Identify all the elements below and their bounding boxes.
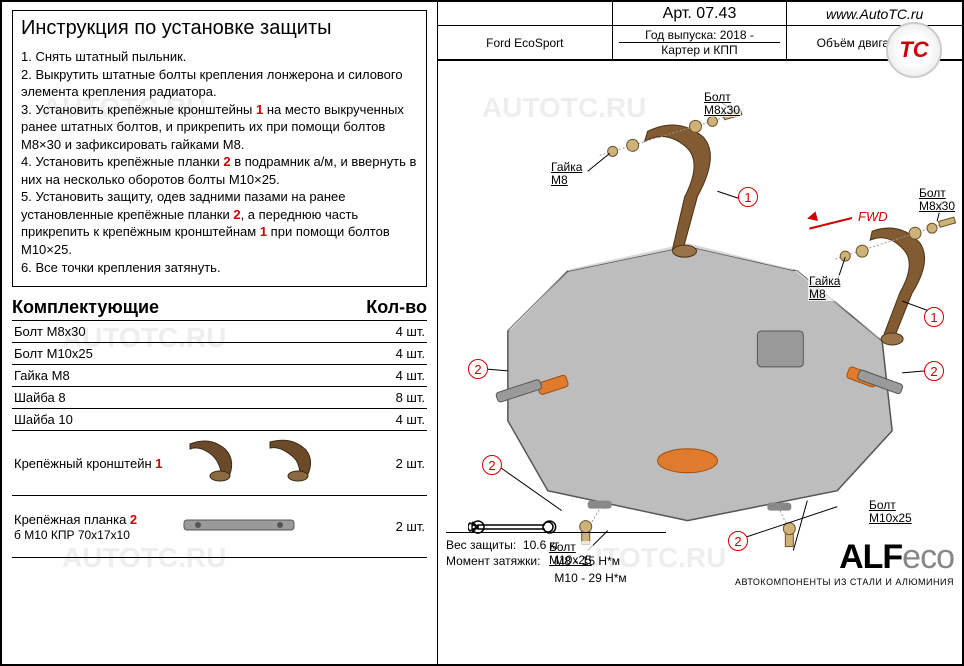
hdr-article: Арт. 07.43: [613, 2, 788, 26]
components-qty-title: Кол-во: [366, 297, 427, 318]
component-name: Болт М10х25: [12, 343, 178, 365]
plank-icon: [180, 515, 300, 535]
left-column: Инструкция по установке защиты 1. Снять …: [2, 2, 437, 664]
marker-2a: 2: [468, 359, 488, 379]
component-qty: 4 шт.: [357, 343, 427, 365]
hdr-blank: [438, 2, 613, 26]
instruction-step: 6. Все точки крепления затянуть.: [21, 259, 418, 277]
component-name: Гайка М8: [12, 365, 178, 387]
component-qty: 4 шт.: [357, 409, 427, 431]
components-title: Комплектующие: [12, 297, 159, 318]
hdr-year: Год выпуска: 2018 -: [619, 28, 781, 42]
torque-label: Момент затяжки:: [446, 553, 540, 587]
component-row: Болт М8х30 4 шт.: [12, 321, 427, 343]
header-grid: Арт. 07.43 www.AutoTC.ru Ford EcoSport Г…: [438, 2, 962, 61]
fwd-arrow: FWD: [858, 209, 888, 224]
plank-sub: б М10 КПР 70х17х10: [14, 528, 130, 542]
hdr-protect: Картер и КПП: [619, 42, 781, 57]
instructions-title: Инструкция по установке защиты: [21, 17, 418, 40]
lbl-text: ГайкаМ8: [551, 160, 582, 187]
label-nut-m8-b: ГайкаМ8: [808, 275, 841, 301]
instruction-step: 4. Установить крепёжные планки 2 в подра…: [21, 153, 418, 188]
label-nut-m8-a: ГайкаМ8: [550, 161, 583, 187]
component-qty: 4 шт.: [357, 321, 427, 343]
instructions-box: Инструкция по установке защиты 1. Снять …: [12, 10, 427, 287]
component-row: Болт М10х25 4 шт.: [12, 343, 427, 365]
plank-row: Крепёжная планка 2 б М10 КПР 70х17х10 2 …: [12, 496, 427, 558]
lbl-text: БолтМ10х25: [869, 498, 912, 525]
diagram-area: БолтМ8х30 БолтМ8х30 ГайкаМ8 ГайкаМ8 Болт…: [438, 61, 962, 591]
left-bracket: [600, 109, 742, 257]
components-header: Комплектующие Кол-во: [12, 297, 427, 321]
component-qty: 4 шт.: [357, 365, 427, 387]
footer-info: Вес защиты: 10.6 кг Момент затяжки: М8 -…: [446, 532, 666, 587]
marker-1a: 1: [738, 187, 758, 207]
label-bolt-m10-b: БолтМ10х25: [868, 499, 913, 525]
marker-2c: 2: [482, 455, 502, 475]
marker-1b: 1: [924, 307, 944, 327]
instruction-step: 5. Установить защиту, одев задними пазам…: [21, 188, 418, 258]
brand-sub: АВТОКОМПОНЕНТЫ ИЗ СТАЛИ И АЛЮМИНИЯ: [735, 577, 954, 587]
hdr-site: www.AutoTC.ru: [787, 2, 962, 26]
marker-2b: 2: [924, 361, 944, 381]
lbl-text: БолтМ8х30: [704, 90, 740, 117]
component-row: Шайба 8 8 шт.: [12, 387, 427, 409]
plank-qty: 2 шт.: [357, 496, 427, 558]
weight-label: Вес защиты:: [446, 538, 516, 552]
instruction-step: 2. Выкрутить штатные болты крепления лон…: [21, 66, 418, 101]
label-bolt-m8x30-a: БолтМ8х30: [703, 91, 741, 117]
lbl-text: ГайкаМ8: [809, 274, 840, 301]
footer-right: Вес защиты: 10.6 кг Момент затяжки: М8 -…: [446, 532, 954, 587]
bracket-qty: 2 шт.: [357, 431, 427, 496]
plank-num: 2: [130, 512, 137, 527]
component-name: Шайба 8: [12, 387, 178, 409]
page: AUTOTC.RU AUTOTC.RU AUTOTC.RU AUTOTC.RU …: [0, 0, 964, 666]
brand-eco: eco: [902, 538, 954, 576]
plank-name: Крепёжная планка: [14, 512, 130, 527]
brand-main: ALF: [839, 538, 902, 576]
instructions-list: 1. Снять штатный пыльник.2. Выкрутить шт…: [21, 48, 418, 276]
bracket-name-cell: Крепёжный кронштейн 1: [12, 431, 178, 496]
component-row: Гайка М8 4 шт.: [12, 365, 427, 387]
bracket-image-cell: [178, 431, 357, 496]
component-name: Болт М8х30: [12, 321, 178, 343]
components-table: Болт М8х30 4 шт. Болт М10х25 4 шт. Гайка М8 4…: [12, 321, 427, 558]
bracket-name: Крепёжный кронштейн: [14, 456, 155, 471]
hdr-model: Ford EcoSport: [438, 26, 613, 60]
plank-image-cell: [178, 496, 357, 558]
component-row: Шайба 10 4 шт.: [12, 409, 427, 431]
instruction-step: 3. Установить крепёжные кронштейны 1 на …: [21, 101, 418, 154]
lbl-text: БолтМ8х30: [919, 186, 955, 213]
component-name: Шайба 10: [12, 409, 178, 431]
plank-name-cell: Крепёжная планка 2 б М10 КПР 70х17х10: [12, 496, 178, 558]
bracket-num: 1: [155, 456, 162, 471]
weight-value: 10.6 кг: [523, 538, 559, 552]
torque-2: М10 - 29 Н*м: [554, 570, 626, 587]
bracket-row: Крепёжный кронштейн 1 2 шт.: [12, 431, 427, 496]
component-qty: 8 шт.: [357, 387, 427, 409]
brand-block: ALFeco АВТОКОМПОНЕНТЫ ИЗ СТАЛИ И АЛЮМИНИ…: [735, 538, 954, 587]
right-column: Арт. 07.43 www.AutoTC.ru Ford EcoSport Г…: [437, 2, 962, 664]
instruction-step: 1. Снять штатный пыльник.: [21, 48, 418, 66]
torque-1: М8 - 15 Н*м: [554, 553, 626, 570]
bracket-icon: [180, 434, 340, 489]
tc-logo: TC: [886, 22, 942, 78]
label-bolt-m8x30-b: БолтМ8х30: [918, 187, 956, 213]
hdr-year-protect: Год выпуска: 2018 - Картер и КПП: [613, 26, 788, 60]
